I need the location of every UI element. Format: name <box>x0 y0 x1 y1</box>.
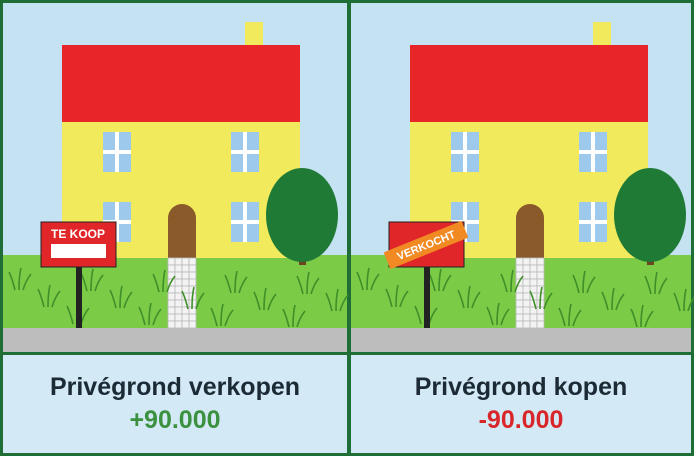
path-tile <box>175 265 182 272</box>
path-tile <box>523 258 530 265</box>
path-tile <box>175 293 182 300</box>
path-tile <box>182 272 189 279</box>
door <box>168 204 196 258</box>
window-bar <box>231 150 259 154</box>
sign-text: TE KOOP <box>51 227 105 241</box>
path-tile <box>523 272 530 279</box>
path-tile <box>516 300 523 307</box>
amount: +90.000 <box>129 406 220 434</box>
path-tile <box>168 307 175 314</box>
roof <box>410 45 648 122</box>
path-tile <box>175 258 182 265</box>
path-tile <box>168 265 175 272</box>
path-tile <box>530 321 537 328</box>
tree-crown <box>614 168 686 262</box>
path-tile <box>523 265 530 272</box>
path-tile <box>175 286 182 293</box>
window-bar <box>231 220 259 224</box>
roof <box>62 45 300 122</box>
path-tile <box>182 314 189 321</box>
window-bar <box>451 150 479 154</box>
path-tile <box>168 293 175 300</box>
window-bar <box>103 150 131 154</box>
caption-text: Privégrond kopen <box>415 373 628 401</box>
path-tile <box>516 314 523 321</box>
path-tile <box>175 314 182 321</box>
path-tile <box>175 321 182 328</box>
path-tile <box>523 300 530 307</box>
path-tile <box>168 258 175 265</box>
path-tile <box>168 321 175 328</box>
path-tile <box>537 272 544 279</box>
path-tile <box>530 314 537 321</box>
path-tile <box>516 321 523 328</box>
scene: VERKOCHT <box>351 3 694 352</box>
sign-blank <box>51 244 106 258</box>
path-tile <box>523 279 530 286</box>
path-tile <box>182 279 189 286</box>
path-tile <box>175 300 182 307</box>
door <box>516 204 544 258</box>
path-tile <box>537 321 544 328</box>
path-tile <box>175 279 182 286</box>
path-tile <box>175 307 182 314</box>
path-tile <box>523 286 530 293</box>
caption-box: Privégrond verkopen +90.000 <box>3 355 347 453</box>
path-tile <box>189 258 196 265</box>
road <box>351 328 691 352</box>
caption: Privégrond verkopen +90.000 <box>25 371 325 437</box>
path-tile <box>516 293 523 300</box>
path-tile <box>189 321 196 328</box>
path-tile <box>182 321 189 328</box>
chimney <box>593 22 611 46</box>
path-tile <box>537 258 544 265</box>
path-tile <box>182 258 189 265</box>
caption-box: Privégrond kopen -90.000 <box>351 355 691 453</box>
path-tile <box>523 321 530 328</box>
path-tile <box>516 307 523 314</box>
path-tile <box>523 307 530 314</box>
path-tile <box>168 314 175 321</box>
window-bar <box>579 150 607 154</box>
caption: Privégrond kopen -90.000 <box>371 371 671 437</box>
path-tile <box>530 258 537 265</box>
path-tile <box>530 272 537 279</box>
path-tile <box>189 272 196 279</box>
path-tile <box>189 265 196 272</box>
road <box>3 328 347 352</box>
amount: -90.000 <box>371 404 671 437</box>
tree-crown <box>266 168 338 262</box>
path-tile <box>182 265 189 272</box>
path-tile <box>516 258 523 265</box>
path-tile <box>189 314 196 321</box>
path-tile <box>175 272 182 279</box>
window-bar <box>579 220 607 224</box>
card: TE KOOP VERKOCHT Privégrond verkopen +90.… <box>0 0 694 456</box>
scene: TE KOOP <box>3 3 348 352</box>
path-tile <box>168 300 175 307</box>
path-tile <box>530 279 537 286</box>
path-tile <box>537 279 544 286</box>
path-tile <box>530 265 537 272</box>
path-tile <box>537 265 544 272</box>
chimney <box>245 22 263 46</box>
path-tile <box>516 265 523 272</box>
path-tile <box>523 314 530 321</box>
path-tile <box>523 293 530 300</box>
caption-text: Privégrond verkopen <box>50 373 300 401</box>
path-tile <box>537 314 544 321</box>
scenes: TE KOOP VERKOCHT <box>0 0 694 352</box>
path-tile <box>189 279 196 286</box>
